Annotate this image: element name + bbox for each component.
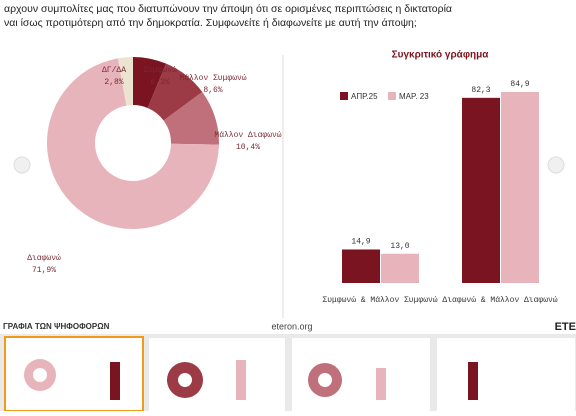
slice-label: Διαφωνώ [27, 254, 61, 263]
header-line: αρχουν συμπολίτες μας που διατυπώνουν τη… [4, 3, 452, 15]
donut-slice [163, 92, 219, 145]
value-label: 84,9 [510, 80, 529, 89]
x-tick-label: Διαφωνώ & Μάλλον Διαφωνώ [442, 296, 557, 305]
bar [501, 91, 539, 283]
value-label: 8,6% [203, 86, 222, 95]
slice-label: Μάλλον Συμφωνώ [179, 74, 246, 83]
bar [342, 249, 380, 283]
legend-swatch [340, 92, 348, 100]
value-label: 14,9 [351, 238, 370, 247]
slice-label: ΔΓ/ΔΑ [102, 66, 126, 75]
legend-label: ΜΑΡ. 23 [399, 92, 429, 101]
legend-swatch [388, 92, 396, 100]
value-label: 6,3% [150, 78, 169, 87]
footer-left: ΓΡΑΦΙΑ ΤΩΝ ΨΗΦΟΦΟΡΩΝ [3, 322, 110, 331]
value-label: 13,0 [390, 242, 409, 251]
footer-right: ETE [555, 321, 576, 333]
chart-title: Συγκριτικό γράφημα [392, 50, 490, 61]
bar [381, 253, 419, 283]
footer-center: eteron.org [271, 321, 312, 331]
thumbnail-graphic [376, 368, 386, 400]
thumbnail[interactable] [437, 338, 575, 411]
thumbnail-graphic [178, 373, 192, 387]
x-tick-label: Συμφωνώ & Μάλλον Συμφωνώ [322, 296, 437, 305]
thumbnail-graphic [236, 360, 246, 400]
next-button[interactable] [547, 156, 565, 174]
thumbnail-graphic [110, 362, 120, 400]
prev-button[interactable] [13, 156, 31, 174]
donut-slice [117, 57, 133, 106]
slice-label: Μάλλον Διαφωνώ [214, 131, 281, 140]
bar [462, 97, 500, 283]
slice-label: Συμφωνώ [143, 66, 177, 75]
value-label: 10,4% [236, 143, 260, 152]
value-label: 71,9% [32, 266, 56, 275]
thumbnail-graphic [33, 368, 47, 382]
donut-slice [147, 63, 203, 121]
thumbnail-graphic [468, 362, 478, 400]
legend-label: ΑΠΡ.25 [351, 92, 378, 101]
donut-slice [133, 57, 167, 108]
value-label: 2,8% [104, 78, 123, 87]
header-line: ναι ίσως προτιμότερη από την δημοκρατία.… [4, 17, 417, 29]
footer-bar [0, 320, 576, 334]
value-label: 82,3 [471, 86, 490, 95]
thumbnail-graphic [318, 373, 332, 387]
donut-slice [47, 58, 219, 229]
